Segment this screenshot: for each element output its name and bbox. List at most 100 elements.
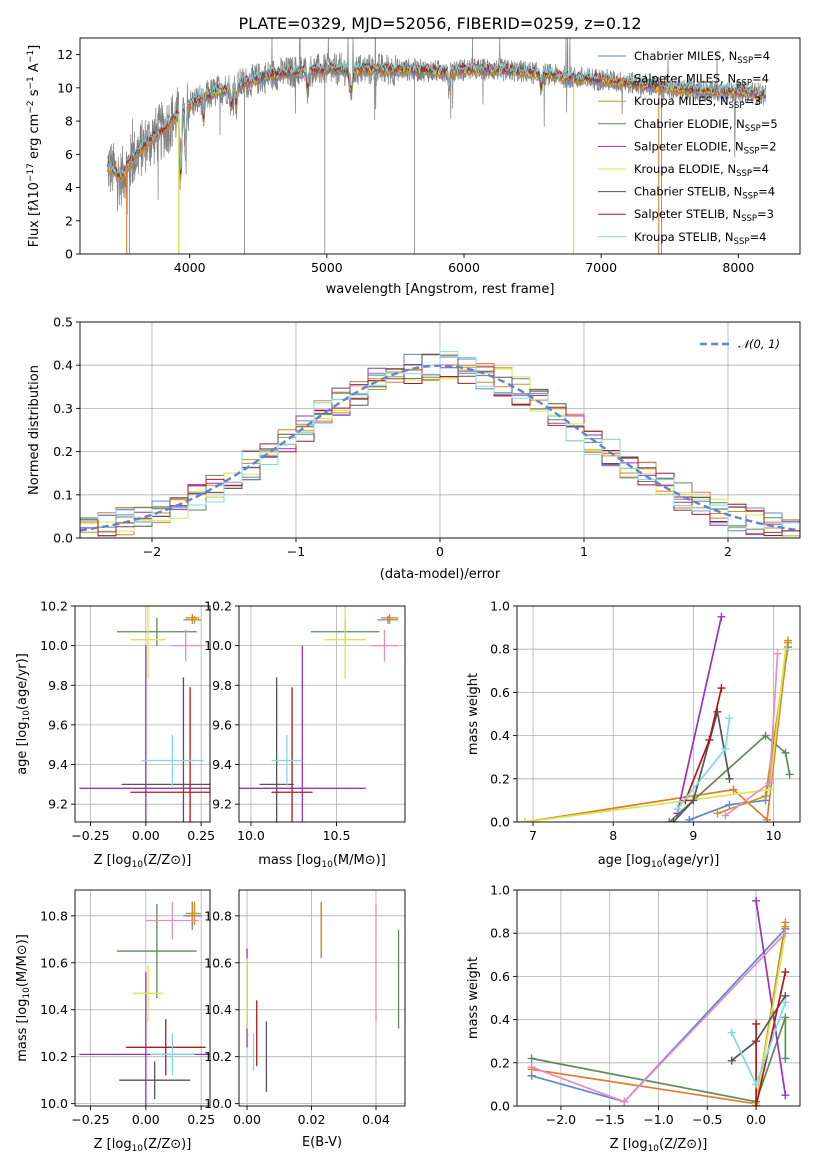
weight-series-line: [755, 900, 787, 1096]
y-tick-label: 0.2: [490, 1055, 510, 1070]
legend-entry: Chabrier ELODIE, NSSP=5: [634, 117, 778, 134]
plot-area: [239, 606, 399, 822]
weight-point: [781, 1013, 790, 1022]
x-axis-label: wavelength [Angstrom, rest frame]: [326, 282, 555, 297]
y-tick-label: 10.2: [40, 599, 68, 614]
plot-area: [527, 896, 790, 1106]
x-tick-label: −1.5: [595, 1112, 625, 1127]
y-tick-label: 0.4: [490, 728, 510, 743]
y-tick-label: 10.4: [204, 1002, 232, 1017]
weight-point: [727, 1028, 736, 1037]
axes-frame: [74, 605, 211, 823]
legend-entry: Kroupa MILES, NSSP=3: [634, 94, 761, 111]
x-tick-label: −0.25: [71, 1112, 109, 1127]
x-tick-label: 0.04: [362, 1112, 390, 1127]
weight-point: [785, 770, 794, 779]
weight-point: [752, 1019, 761, 1028]
plot-area: [521, 612, 794, 822]
y-tick-label: 10.0: [204, 1096, 232, 1111]
y-tick-label: 10.0: [204, 638, 232, 653]
weight-series-line: [755, 971, 787, 1106]
x-axis-label: Z [log10(Z/Z⊙)]: [94, 1137, 192, 1154]
y-tick-label: 9.6: [212, 717, 232, 732]
weight-series-line: [684, 687, 723, 801]
x-tick-label: 1: [580, 544, 588, 559]
weight-point: [773, 649, 782, 658]
axes-frame: [74, 889, 211, 1107]
y-tick-label: 9.2: [212, 797, 232, 812]
y-tick-label: 9.6: [48, 717, 68, 732]
y-tick-label: 10.2: [204, 599, 232, 614]
y-axis-label: mass [log10(M/M⊙)]: [15, 934, 32, 1062]
residual-histogram: [80, 351, 800, 538]
weight-point: [725, 714, 734, 723]
y-tick-label: 0.0: [490, 815, 510, 830]
age-weight-panel: 7 8 9 10 0.0 0.2 0.4 0.6 0.8 1.0 mass weight age [l…: [466, 599, 801, 870]
weight-point: [765, 779, 774, 788]
y-tick-label: 2: [65, 213, 73, 228]
x-tick-label: 0.00: [132, 828, 160, 843]
y-tick-label: 9.8: [212, 678, 232, 693]
model-spectrum: [107, 61, 767, 178]
x-tick-label: 0: [436, 544, 444, 559]
y-tick-label: 4: [65, 180, 73, 195]
weight-point: [721, 811, 730, 820]
y-tick-label: 10.4: [40, 1002, 68, 1017]
y-tick-label: 10.2: [40, 1049, 68, 1064]
residual-histogram: [80, 366, 800, 538]
axes-frame: [79, 37, 801, 255]
weight-point: [781, 998, 790, 1007]
y-tick-label: 0.0: [53, 531, 73, 546]
weight-point: [752, 896, 761, 905]
weight-point: [763, 815, 772, 822]
x-axis-label: E(B-V): [302, 1135, 342, 1150]
y-tick-label: 10.6: [40, 955, 68, 970]
z-mass-panel: −0.25 0.00 0.25 10.0 10.2 10.4 10.6 10.8 Z [log1…: [15, 889, 215, 1154]
legend-entry: Kroupa STELIB, NSSP=4: [634, 230, 766, 247]
x-tick-label: 10.5: [323, 828, 351, 843]
x-tick-label: 9: [689, 828, 697, 843]
x-tick-label: 7: [529, 828, 537, 843]
weight-point: [521, 818, 530, 822]
weight-point: [781, 1091, 790, 1100]
plot-area: [106, 38, 767, 254]
x-tick-label: 4000: [174, 260, 206, 275]
legend-entry: Salpeter STELIB, NSSP=3: [634, 207, 774, 224]
y-tick-label: 10.0: [40, 638, 68, 653]
y-tick-label: 1.0: [490, 883, 510, 898]
weight-series-line: [524, 640, 789, 822]
y-tick-label: 0.4: [490, 1012, 510, 1027]
x-axis-label: (data-model)/error: [380, 567, 501, 582]
x-tick-label: 10.0: [237, 828, 265, 843]
x-tick-label: −0.25: [71, 828, 109, 843]
legend-entry: Salpeter MILES, NSSP=4: [634, 72, 769, 89]
y-tick-label: 0.1: [53, 487, 73, 502]
weight-point: [717, 612, 726, 621]
weight-point: [527, 1054, 536, 1063]
legend-entry: Chabrier STELIB, NSSP=4: [634, 185, 775, 202]
x-tick-label: 0.00: [233, 1112, 261, 1127]
x-tick-label: −1: [287, 544, 305, 559]
x-tick-label: 0.02: [298, 1112, 326, 1127]
plot-area: [80, 351, 800, 538]
plot-area: [246, 901, 400, 1092]
y-tick-label: 1.0: [490, 599, 510, 614]
weight-point: [717, 684, 726, 693]
weight-point: [725, 800, 734, 809]
y-tick-label: 10.8: [204, 908, 232, 923]
y-tick-label: 8: [65, 114, 73, 129]
weight-point: [669, 818, 678, 822]
y-tick-label: 6: [65, 147, 73, 162]
x-axis-label: Z [log10(Z/Z⊙)]: [94, 853, 192, 870]
weight-series-line: [676, 616, 723, 814]
legend-entry: Salpeter ELODIE, NSSP=2: [634, 139, 777, 156]
y-tick-label: 0.6: [490, 685, 510, 700]
observed-spectrum: [107, 38, 767, 215]
y-tick-label: 0.8: [490, 926, 510, 941]
x-tick-label: 0.00: [132, 1112, 160, 1127]
spectrum-panel: 4000 5000 6000 7000 8000 0 2 4 6 8 10 12 wavelength …: [26, 37, 801, 297]
y-axis-label: age [log10(age/yr)]: [15, 653, 32, 775]
x-tick-label: 10: [766, 828, 782, 843]
x-tick-label: 7000: [585, 260, 617, 275]
